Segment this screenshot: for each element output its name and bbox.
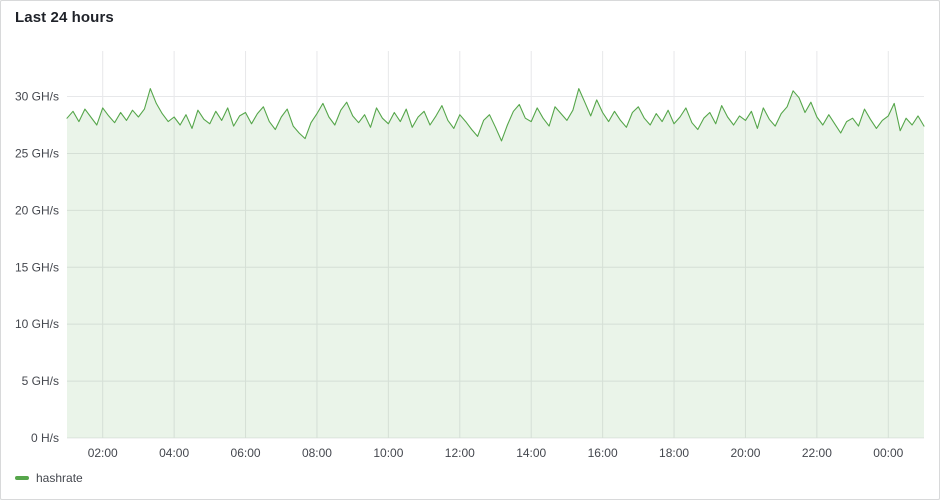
plot-area[interactable] xyxy=(67,51,924,438)
hashrate-line xyxy=(66,88,925,142)
x-tick-label: 00:00 xyxy=(873,446,903,460)
legend-series-label: hashrate xyxy=(36,471,83,485)
legend-series-marker xyxy=(15,476,29,480)
x-tick-label: 18:00 xyxy=(659,446,689,460)
x-tick-label: 12:00 xyxy=(445,446,475,460)
y-tick-label: 10 GH/s xyxy=(15,317,59,331)
y-tick-label: 5 GH/s xyxy=(22,374,59,388)
y-tick-label: 15 GH/s xyxy=(15,260,59,274)
x-tick-label: 10:00 xyxy=(373,446,403,460)
hashrate-area xyxy=(67,88,924,438)
y-tick-label: 25 GH/s xyxy=(15,146,59,160)
x-tick-label: 08:00 xyxy=(302,446,332,460)
panel-title[interactable]: Last 24 hours xyxy=(15,9,114,26)
y-tick-label: 0 H/s xyxy=(31,431,59,445)
x-tick-label: 16:00 xyxy=(588,446,618,460)
x-tick-label: 06:00 xyxy=(231,446,261,460)
legend-item-hashrate[interactable]: hashrate xyxy=(15,471,83,485)
y-tick-label: 30 GH/s xyxy=(15,90,59,104)
x-tick-label: 22:00 xyxy=(802,446,832,460)
x-tick-label: 20:00 xyxy=(730,446,760,460)
legend: hashrate xyxy=(15,471,83,485)
x-tick-label: 04:00 xyxy=(159,446,189,460)
y-tick-label: 20 GH/s xyxy=(15,203,59,217)
x-tick-label: 02:00 xyxy=(88,446,118,460)
x-tick-label: 14:00 xyxy=(516,446,546,460)
